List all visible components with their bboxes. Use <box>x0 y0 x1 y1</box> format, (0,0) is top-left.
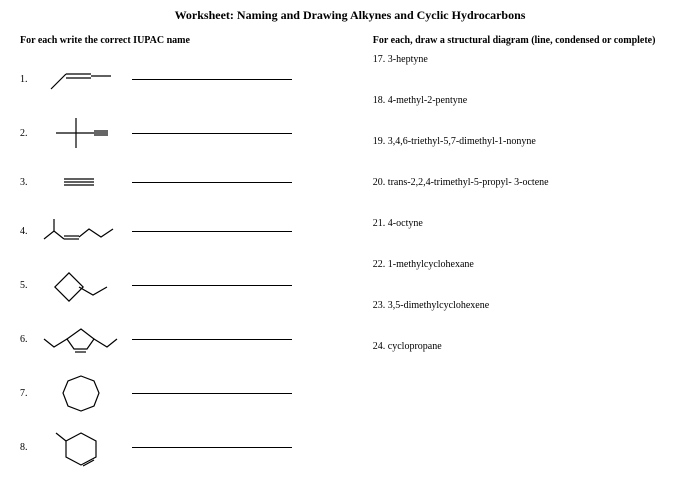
main-columns: For each write the correct IUPAC name 1.… <box>20 35 680 476</box>
structure-8 <box>36 422 126 472</box>
answer-line-1 <box>132 79 292 80</box>
structure-4 <box>36 206 126 256</box>
right-item-20: 20. trans-2,2,4-trimethyl-5-propyl- 3-oc… <box>373 177 680 188</box>
worksheet-title: Worksheet: Naming and Drawing Alkynes an… <box>20 8 680 23</box>
right-item-17: 17. 3-heptyne <box>373 54 680 65</box>
answer-line-6 <box>132 339 292 340</box>
item-3: 3. <box>20 162 353 202</box>
right-item-24: 24. cyclopropane <box>373 341 680 352</box>
structure-5 <box>36 260 126 310</box>
answer-line-2 <box>132 133 292 134</box>
answer-line-7 <box>132 393 292 394</box>
answer-line-3 <box>132 182 292 183</box>
structure-6 <box>36 314 126 364</box>
answer-line-8 <box>132 447 292 448</box>
item-5: 5. <box>20 260 353 310</box>
right-item-18: 18. 4-methyl-2-pentyne <box>373 95 680 106</box>
structure-2 <box>36 108 126 158</box>
item-4: 4. <box>20 206 353 256</box>
item-num-6: 6. <box>20 334 36 345</box>
structure-1 <box>36 54 126 104</box>
item-num-8: 8. <box>20 442 36 453</box>
left-header: For each write the correct IUPAC name <box>20 35 353 46</box>
item-1: 1. <box>20 54 353 104</box>
right-header: For each, draw a structural diagram (lin… <box>373 35 680 46</box>
item-num-5: 5. <box>20 280 36 291</box>
structure-3 <box>36 157 126 207</box>
item-2: 2. <box>20 108 353 158</box>
answer-line-5 <box>132 285 292 286</box>
right-item-23: 23. 3,5-dimethylcyclohexene <box>373 300 680 311</box>
structure-7 <box>36 368 126 418</box>
item-num-2: 2. <box>20 128 36 139</box>
right-item-19: 19. 3,4,6-triethyl-5,7-dimethyl-1-nonyne <box>373 136 680 147</box>
right-column: For each, draw a structural diagram (lin… <box>373 35 680 476</box>
item-num-3: 3. <box>20 177 36 188</box>
item-num-1: 1. <box>20 74 36 85</box>
item-6: 6. <box>20 314 353 364</box>
item-num-4: 4. <box>20 226 36 237</box>
item-8: 8. <box>20 422 353 472</box>
left-column: For each write the correct IUPAC name 1.… <box>20 35 353 476</box>
right-item-22: 22. 1-methylcyclohexane <box>373 259 680 270</box>
right-item-21: 21. 4-octyne <box>373 218 680 229</box>
answer-line-4 <box>132 231 292 232</box>
item-num-7: 7. <box>20 388 36 399</box>
item-7: 7. <box>20 368 353 418</box>
